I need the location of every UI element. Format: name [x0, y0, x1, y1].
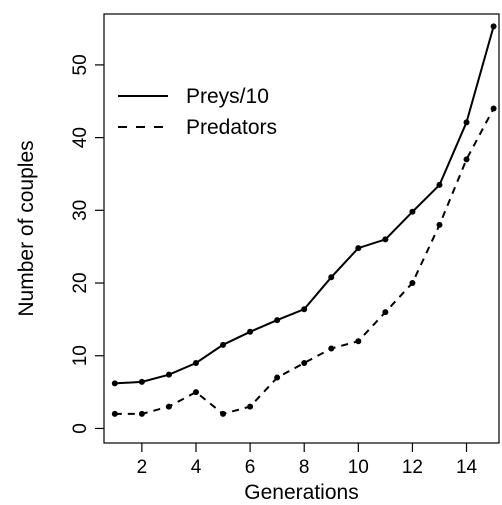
data-point	[165, 371, 172, 378]
data-point	[436, 221, 443, 228]
data-point	[409, 208, 416, 215]
data-point	[274, 374, 281, 381]
series-layer	[111, 23, 497, 417]
x-tick-label: 2	[137, 457, 148, 478]
y-axis: 0 10 20 30 40 50	[70, 54, 104, 434]
legend-label: Preys/10	[186, 85, 269, 108]
data-point	[328, 345, 335, 352]
data-point	[220, 341, 227, 348]
y-tick-label: 50	[70, 54, 91, 75]
data-point	[138, 410, 145, 417]
data-point	[111, 410, 118, 417]
x-tick-label: 10	[348, 457, 369, 478]
x-tick-label: 8	[299, 457, 310, 478]
legend-label: Predators	[186, 116, 277, 139]
data-point	[138, 378, 145, 385]
y-axis-title: Number of couples	[15, 140, 38, 316]
data-point	[436, 181, 443, 188]
plot-frame	[103, 13, 500, 444]
y-tick-label: 10	[70, 345, 91, 366]
data-point	[382, 309, 389, 316]
data-point	[328, 274, 335, 281]
data-point	[463, 156, 470, 163]
series-line	[114, 26, 495, 385]
data-point	[463, 119, 470, 126]
y-tick-label: 30	[70, 200, 91, 221]
data-point	[192, 389, 199, 396]
data-point	[165, 403, 172, 410]
data-point	[301, 306, 308, 313]
data-point	[247, 403, 254, 410]
x-tick-label: 6	[245, 457, 256, 478]
y-tick-label: 0	[70, 423, 91, 434]
y-tick-label: 20	[70, 272, 91, 293]
x-tick-label: 4	[191, 457, 202, 478]
data-point	[301, 360, 308, 367]
series-0	[111, 23, 497, 387]
x-axis: 2 4 6 8 10 12 14	[137, 443, 478, 478]
data-point	[409, 280, 416, 287]
data-point	[192, 360, 199, 367]
data-point	[355, 338, 362, 345]
x-axis-title: Generations	[244, 481, 358, 504]
x-tick-label: 14	[456, 457, 478, 478]
legend: Preys/10 Predators	[118, 85, 277, 139]
data-point	[274, 317, 281, 324]
x-tick-label: 12	[402, 457, 423, 478]
data-point	[382, 236, 389, 243]
data-point	[111, 380, 118, 387]
data-point	[247, 328, 254, 335]
data-point	[220, 410, 227, 417]
data-point	[490, 105, 497, 112]
data-point	[490, 23, 497, 30]
series-1	[111, 105, 497, 417]
data-point	[355, 245, 362, 252]
series-line	[114, 108, 495, 415]
y-tick-label: 40	[70, 127, 91, 148]
